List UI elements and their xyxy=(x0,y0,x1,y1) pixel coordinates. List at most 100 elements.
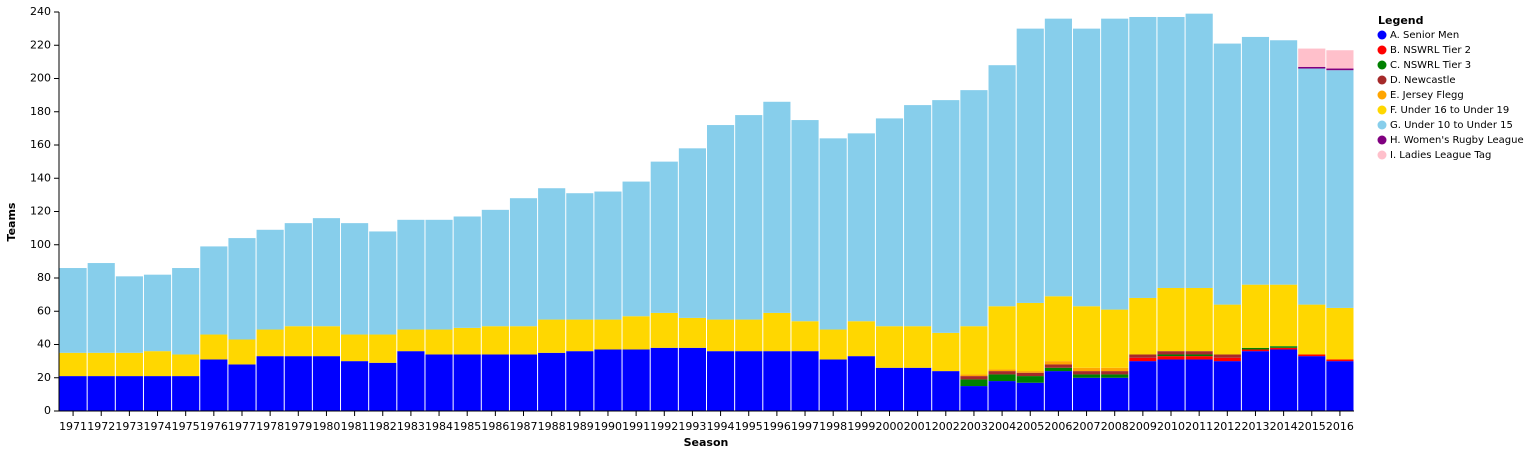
bar-segment xyxy=(312,326,341,357)
y-tick-label: 0 xyxy=(44,404,51,417)
bar-segment xyxy=(904,367,932,411)
bar-segment xyxy=(1044,296,1072,362)
x-tick-label: 1989 xyxy=(566,420,594,433)
bar-segment xyxy=(1129,16,1157,298)
bar-segment xyxy=(1016,371,1044,373)
bar-segment xyxy=(763,312,791,352)
legend-marker xyxy=(1377,135,1387,145)
y-tick-label: 40 xyxy=(37,338,51,351)
x-tick-label: 2004 xyxy=(988,420,1016,433)
x-tick-label: 2003 xyxy=(960,420,988,433)
bar-segment xyxy=(960,386,988,411)
bar-segment xyxy=(566,193,594,320)
bar-segment xyxy=(312,218,341,327)
bar-segment xyxy=(284,223,312,327)
legend-label: F. Under 16 to Under 19 xyxy=(1390,105,1509,116)
bar-segment xyxy=(622,181,650,317)
bar-segment xyxy=(1044,364,1072,368)
bar-segment xyxy=(481,209,509,327)
legend-label: G. Under 10 to Under 15 xyxy=(1390,120,1513,131)
x-tick-label: 1974 xyxy=(144,420,172,433)
bar-segment xyxy=(650,161,678,313)
x-tick-label: 1983 xyxy=(397,420,425,433)
bar-segment xyxy=(988,65,1016,307)
x-tick-label: 1997 xyxy=(791,420,819,433)
x-tick-label: 2011 xyxy=(1185,420,1213,433)
bar-segment xyxy=(932,100,960,333)
bar-segment xyxy=(1072,377,1101,411)
bar-segment xyxy=(538,319,566,353)
bar-segment xyxy=(1016,28,1044,303)
bar-segment xyxy=(1213,304,1241,355)
bar-segment xyxy=(453,327,481,355)
bar-segment xyxy=(735,115,763,320)
legend-label: H. Women's Rugby League xyxy=(1390,135,1524,146)
bar-segment xyxy=(566,319,594,352)
x-tick-label: 1982 xyxy=(369,420,397,433)
bar-segment xyxy=(200,359,228,411)
bar-segment xyxy=(1129,361,1157,411)
bar-segment xyxy=(960,90,988,327)
bar-segment xyxy=(1326,361,1354,411)
bar-segment xyxy=(341,334,369,362)
x-tick-label: 1993 xyxy=(678,420,706,433)
bar-segment xyxy=(200,246,228,335)
x-tick-label: 1999 xyxy=(847,420,875,433)
bar-segment xyxy=(1298,356,1326,411)
bar-segment xyxy=(791,321,819,352)
bar-segment xyxy=(1241,351,1270,411)
bar-segment xyxy=(1270,347,1298,350)
x-tick-label: 1977 xyxy=(228,420,256,433)
x-tick-label: 1990 xyxy=(594,420,622,433)
bar-segment xyxy=(960,376,988,380)
bar-segment xyxy=(1129,297,1157,355)
bar-segment xyxy=(1101,374,1129,378)
bar-segment xyxy=(566,351,594,411)
bar-segment xyxy=(1270,349,1298,411)
x-tick-label: 1980 xyxy=(312,420,340,433)
x-tick-label: 1978 xyxy=(256,420,284,433)
x-tick-label: 1971 xyxy=(59,420,87,433)
x-tick-label: 2016 xyxy=(1326,420,1354,433)
bar-segment xyxy=(988,371,1016,375)
x-tick-label: 2005 xyxy=(1016,420,1044,433)
x-tick-label: 2000 xyxy=(875,420,903,433)
bar-segment xyxy=(678,317,706,348)
bar-segment xyxy=(988,369,1016,372)
bar-segment xyxy=(312,356,341,411)
legend-marker xyxy=(1377,90,1387,100)
bar-segment xyxy=(988,381,1016,411)
bar-segment xyxy=(1101,309,1129,368)
y-tick-label: 80 xyxy=(37,271,51,284)
bar-segment xyxy=(960,326,988,375)
x-tick-label: 2009 xyxy=(1129,420,1157,433)
bar-segment xyxy=(622,316,650,350)
y-axis-title: Teams xyxy=(5,202,18,241)
bar-segment xyxy=(425,219,453,330)
x-tick-label: 1986 xyxy=(481,420,509,433)
bar-segment xyxy=(819,359,847,411)
bar-segment xyxy=(1129,354,1157,358)
legend-marker xyxy=(1377,120,1387,130)
bar-segment xyxy=(650,312,678,348)
bar-segment xyxy=(735,351,763,411)
bar-segment xyxy=(59,352,87,377)
x-tick-label: 1994 xyxy=(707,420,735,433)
bar-segment xyxy=(847,356,875,411)
bar-segment xyxy=(1101,367,1129,372)
bar-segment xyxy=(932,371,960,411)
legend-label: C. NSWRL Tier 3 xyxy=(1390,60,1471,71)
legend-label: D. Newcastle xyxy=(1390,75,1456,86)
bar-segment xyxy=(707,319,735,352)
bar-segment xyxy=(200,334,228,360)
bar-segment xyxy=(59,268,87,353)
bar-segment xyxy=(819,138,847,330)
bar-segment xyxy=(1072,306,1101,368)
x-tick-label: 1987 xyxy=(510,420,538,433)
legend-title: Legend xyxy=(1378,14,1424,27)
bar-segment xyxy=(707,125,735,320)
y-tick-label: 140 xyxy=(30,171,51,184)
bar-segment xyxy=(369,231,397,335)
legend-marker xyxy=(1377,150,1387,160)
x-tick-label: 1984 xyxy=(425,420,453,433)
